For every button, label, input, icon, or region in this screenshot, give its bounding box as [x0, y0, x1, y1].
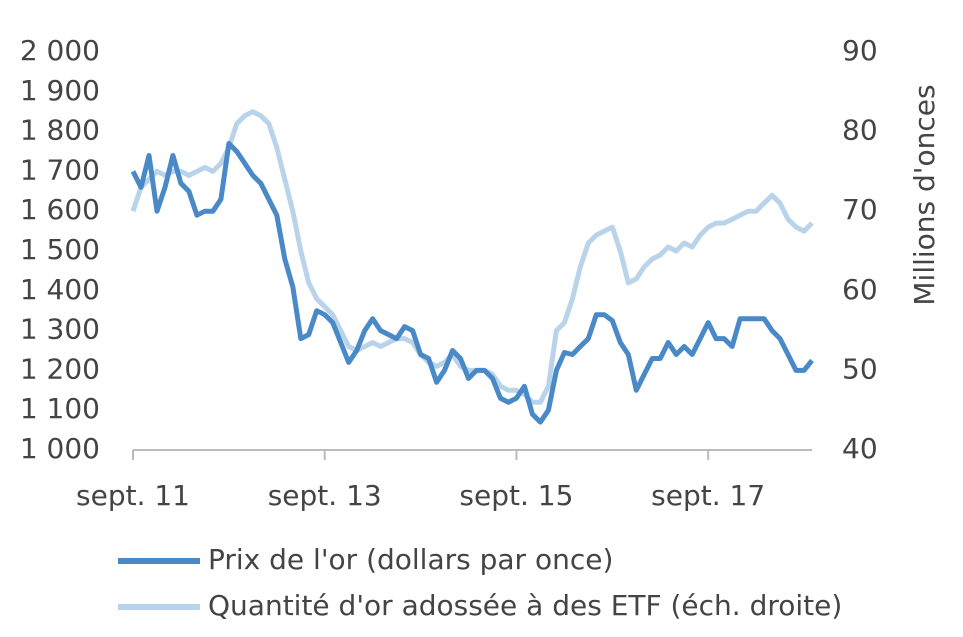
y-tick-label: 1 600 — [20, 193, 100, 226]
x-tick-label: sept. 15 — [459, 479, 573, 512]
y2-tick-label: 60 — [842, 273, 878, 306]
y-tick-label: 1 200 — [20, 352, 100, 385]
y-tick-label: 1 000 — [20, 432, 100, 465]
y-tick-label: 1 700 — [20, 153, 100, 186]
x-tick-label: sept. 17 — [651, 479, 765, 512]
y-tick-label: 1 500 — [20, 233, 100, 266]
y2-tick-label: 50 — [842, 352, 878, 385]
y-tick-label: 1 400 — [20, 273, 100, 306]
y2-tick-label: 90 — [842, 34, 878, 67]
y-tick-label: 1 300 — [20, 313, 100, 346]
legend-label: Prix de l'or (dollars par once) — [208, 543, 613, 576]
series-line — [130, 141, 814, 425]
y2-axis-label: Millions d'onces — [908, 84, 941, 305]
x-tick-label: sept. 13 — [268, 479, 382, 512]
legend-label: Quantité d'or adossée à des ETF (éch. dr… — [208, 589, 842, 622]
y-tick-label: 1 800 — [20, 114, 100, 147]
y-tick-label: 1 900 — [20, 74, 100, 107]
y-tick-label: 1 100 — [20, 392, 100, 425]
y2-tick-label: 70 — [842, 193, 878, 226]
y2-tick-label: 80 — [842, 114, 878, 147]
y2-tick-label: 40 — [842, 432, 878, 465]
series-line — [130, 109, 814, 405]
x-tick-label: sept. 11 — [76, 479, 190, 512]
y-tick-label: 2 000 — [20, 34, 100, 67]
